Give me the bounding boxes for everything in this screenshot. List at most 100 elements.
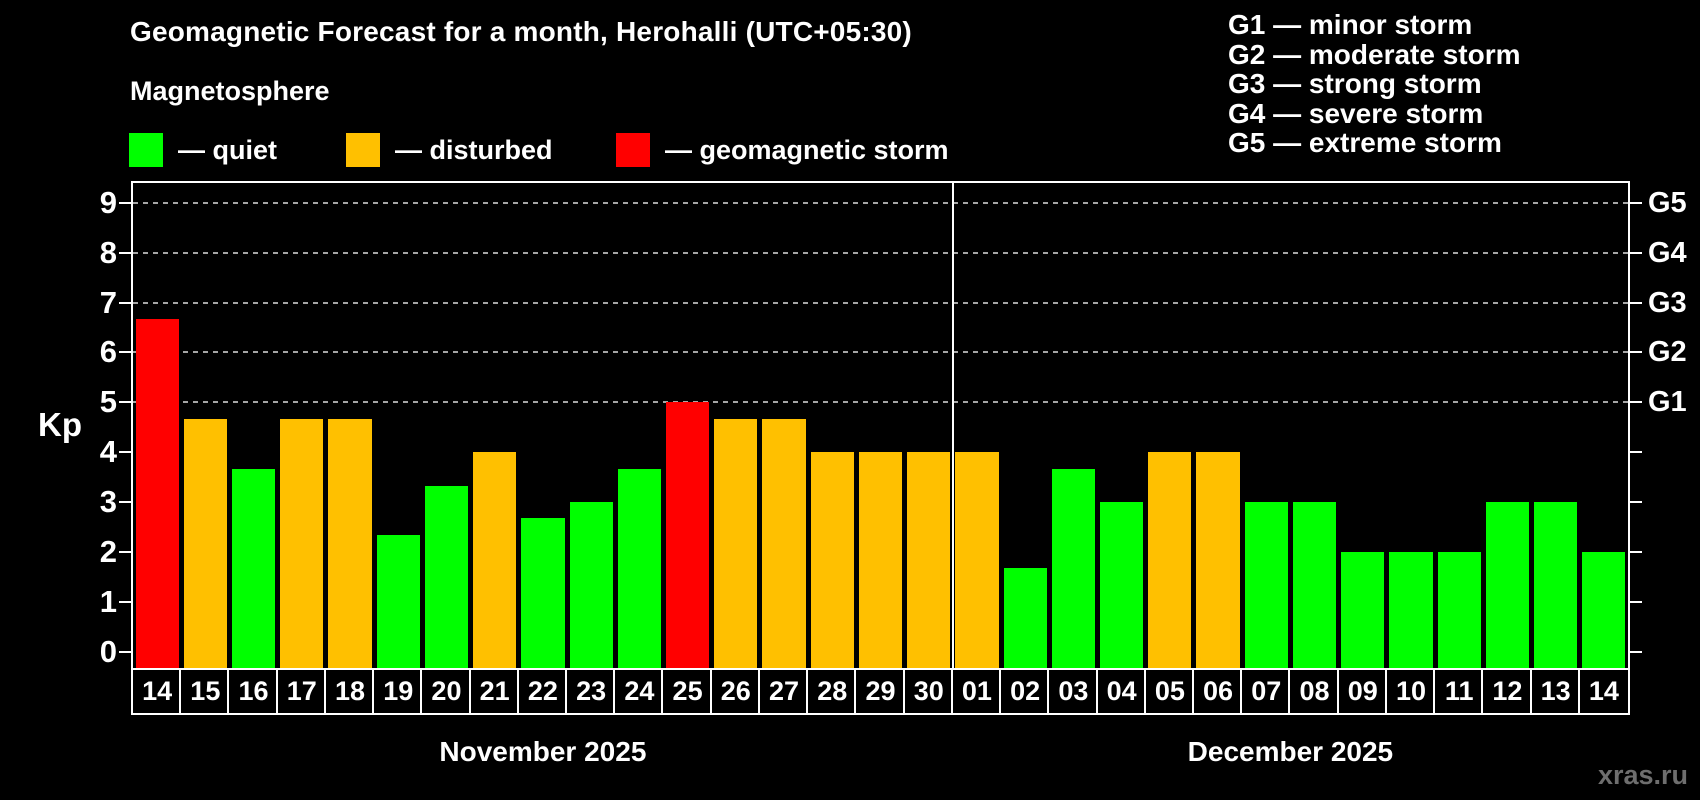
y-tick-label: 7 xyxy=(99,284,117,320)
gridline-kp9 xyxy=(133,201,1628,204)
y-tick-left xyxy=(119,301,131,304)
g-scale-label-g1: G1 xyxy=(1648,386,1687,419)
g-scale-label-g4: G4 xyxy=(1648,236,1687,269)
kp-bar xyxy=(280,418,324,668)
y-tick-left xyxy=(119,451,131,454)
y-tick-right xyxy=(1630,500,1642,503)
y-tick-left xyxy=(119,600,131,603)
y-tick-label: 2 xyxy=(99,533,117,569)
storm-scale-line-g3: G3 — strong storm xyxy=(1228,68,1482,99)
day-label: 22 xyxy=(516,668,570,715)
kp-bar xyxy=(135,319,179,668)
kp-bar xyxy=(231,468,276,668)
storm-scale-legend: G1 — minor storm G2 — moderate storm G3 … xyxy=(1228,10,1521,158)
y-tick-right xyxy=(1630,550,1642,553)
day-label: 06 xyxy=(1191,668,1245,715)
kp-bar xyxy=(665,402,710,668)
day-label: 07 xyxy=(1240,668,1293,715)
y-tick-right xyxy=(1630,351,1642,354)
day-label: 18 xyxy=(323,668,377,715)
y-tick-left xyxy=(119,550,131,553)
day-label: 05 xyxy=(1143,668,1196,715)
kp-bar xyxy=(1582,551,1626,668)
kp-bar xyxy=(328,418,372,668)
day-label: 23 xyxy=(565,668,618,715)
legend-label-quiet: — quiet xyxy=(178,135,277,165)
day-label: 24 xyxy=(613,668,666,715)
storm-scale-line-g4: G4 — severe storm xyxy=(1228,97,1484,129)
day-label: 19 xyxy=(372,668,425,715)
legend-item-storm: — geomagnetic storm xyxy=(616,133,949,167)
day-label: 30 xyxy=(902,668,955,715)
y-tick-left xyxy=(119,500,131,503)
y-tick-right xyxy=(1630,201,1642,204)
month-label-november: November 2025 xyxy=(439,736,647,767)
disturbed-color-swatch xyxy=(346,133,380,167)
day-label: 20 xyxy=(420,668,473,715)
y-tick-label: 3 xyxy=(99,483,117,519)
y-tick-right xyxy=(1630,251,1642,254)
gridline-kp5 xyxy=(133,401,1628,404)
legend-label-storm: — geomagnetic storm xyxy=(665,135,949,165)
day-label: 09 xyxy=(1336,668,1389,715)
month-separator-line xyxy=(951,183,954,668)
day-label: 01 xyxy=(950,668,1004,715)
day-label: 27 xyxy=(757,668,811,715)
day-label: 04 xyxy=(1095,668,1148,715)
storm-scale-line-g5: G5 — extreme storm xyxy=(1228,127,1502,158)
y-tick-label: 4 xyxy=(99,434,117,470)
kp-bar xyxy=(1534,501,1578,668)
day-label: 16 xyxy=(227,668,280,715)
day-label: 14 xyxy=(131,668,184,715)
chart-subtitle: Magnetosphere xyxy=(130,76,330,106)
y-tick-right xyxy=(1630,650,1642,653)
y-tick-left xyxy=(119,650,131,653)
y-tick-left xyxy=(119,201,131,204)
kp-bar xyxy=(810,452,854,668)
day-label: 12 xyxy=(1481,668,1534,715)
day-label: 26 xyxy=(709,668,762,715)
y-tick-label: 9 xyxy=(99,184,117,220)
day-label: 11 xyxy=(1433,668,1486,715)
day-label: 21 xyxy=(468,668,521,715)
y-tick-right xyxy=(1630,451,1642,454)
day-label: 29 xyxy=(854,668,907,715)
y-tick-label: 1 xyxy=(99,583,117,619)
kp-bar xyxy=(1003,568,1047,668)
day-label: 17 xyxy=(275,668,328,715)
kp-bar xyxy=(858,452,903,668)
storm-scale-line-g1: G1 — minor storm xyxy=(1228,9,1473,40)
kp-bar xyxy=(1100,501,1144,668)
kp-bar xyxy=(521,518,565,668)
y-tick-label: 8 xyxy=(99,234,117,270)
kp-bar xyxy=(1244,501,1288,668)
storm-color-swatch xyxy=(616,133,650,167)
day-label: 02 xyxy=(999,668,1052,715)
legend-item-disturbed: — disturbed xyxy=(346,133,553,167)
kp-bar xyxy=(1389,551,1433,668)
kp-bar xyxy=(569,501,613,668)
day-label: 08 xyxy=(1288,668,1341,715)
day-label: 25 xyxy=(661,668,714,715)
g-scale-label-g5: G5 xyxy=(1648,186,1687,219)
kp-bar xyxy=(183,418,227,668)
gridline-kp8 xyxy=(133,251,1628,254)
kp-bar xyxy=(1437,551,1481,668)
watermark-link[interactable]: xras.ru xyxy=(1597,760,1688,790)
y-tick-left xyxy=(119,251,131,254)
storm-scale-line-g2: G2 — moderate storm xyxy=(1228,38,1521,70)
kp-bar xyxy=(955,452,999,668)
y-tick-right xyxy=(1630,600,1642,603)
gridline-kp7 xyxy=(133,301,1628,304)
plot-area xyxy=(131,181,1630,668)
g-scale-label-g2: G2 xyxy=(1648,336,1687,369)
y-axis-title: Kp xyxy=(38,406,82,443)
y-tick-label: 6 xyxy=(99,334,117,370)
kp-bar xyxy=(424,485,469,668)
kp-bar xyxy=(1341,551,1385,668)
day-label: 14 xyxy=(1577,668,1630,715)
kp-bar xyxy=(762,418,806,668)
legend-item-quiet: — quiet xyxy=(129,133,277,167)
day-axis-row: 14 15 16 17 18 19 20 21 22 23 24 25 26 27 28 29 30 01 02 03… xyxy=(131,668,1630,715)
